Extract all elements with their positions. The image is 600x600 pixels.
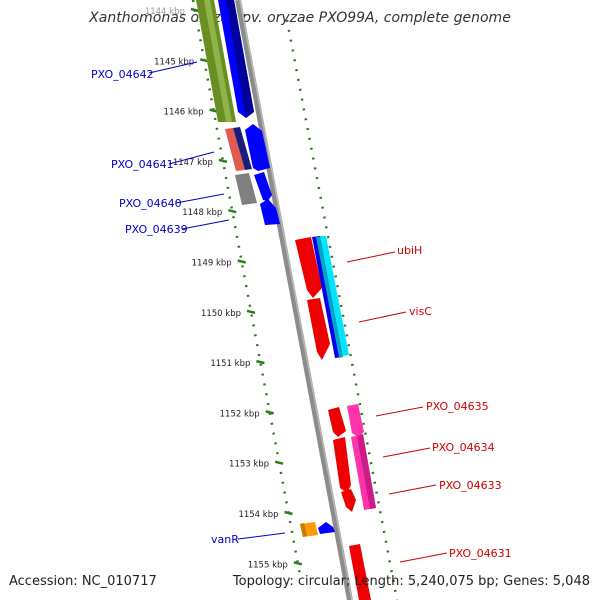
leader-pxo04640 [175, 193, 225, 204]
label-visc: visC [409, 305, 432, 318]
gene-pxo04631-red [349, 544, 371, 600]
gene-pxo04641-navy [233, 127, 252, 170]
kbp-tick-label: 1145 kbp [154, 57, 194, 67]
leader-pxo04633 [388, 484, 437, 495]
label-pxo04640: PXO_04640 [119, 197, 182, 210]
kbp-tick-mark [237, 259, 247, 264]
kbp-tick-label: 1149 kbp [192, 259, 232, 269]
label-pxo04634: PXO_04634 [432, 441, 495, 454]
kbp-tick-label: 1147 kbp [173, 158, 213, 168]
kbp-axis: 1144 kbp 1145 kbp 1146 kbp 1147 kbp 1148 kbp… [145, 7, 303, 570]
label-ubih: ubiH [397, 244, 422, 257]
kbp-tick-label: 1154 kbp [238, 510, 278, 520]
genome-backbone [235, 0, 353, 600]
leader-pxo04641 [168, 151, 215, 165]
label-pxo04635: PXO_04635 [426, 400, 489, 413]
gene-pxo04633-red [341, 489, 356, 512]
kbp-tick-mark [218, 158, 228, 164]
gene-ubih-darkcyan [316, 237, 343, 357]
gene-pxo04639 [260, 199, 280, 225]
kbp-tick-label: 1155 kbp [248, 560, 288, 570]
kbp-tick-label: 1146 kbp [164, 108, 204, 118]
leader-pxo04631 [399, 552, 448, 563]
gene-ubih-cyan [320, 236, 349, 356]
label-pxo04633: PXO_04633 [439, 479, 502, 492]
gene-ubih-red [295, 237, 322, 298]
gene-pxo04641 [245, 124, 270, 171]
kbp-tick-mark [265, 410, 275, 415]
gene-pxo04640 [254, 172, 272, 201]
kbp-tick-mark [246, 309, 256, 315]
label-vanr: vanR [211, 533, 239, 546]
gene-pxo04641-red [225, 128, 245, 171]
kbp-tick-label: 1151 kbp [210, 359, 250, 369]
kbp-tick-mark [256, 359, 265, 365]
gene-vanr-blue [318, 522, 335, 534]
leader-pxo04639 [181, 219, 230, 230]
leader-pxo04635 [375, 406, 424, 417]
label-pxo04639: PXO_04639 [125, 223, 188, 236]
leader-pxo04634 [382, 447, 431, 458]
gene-pxo04642-shade [226, 0, 254, 118]
right-leader-lines [346, 251, 448, 563]
kbp-tick-label: 1153 kbp [229, 460, 269, 470]
kbp-tick-mark [227, 208, 237, 214]
gene-pxo04634-pink-shade [357, 434, 376, 509]
left-leader-lines [148, 61, 286, 540]
kbp-tick-mark [284, 510, 293, 516]
gene-pxo04634-red [333, 437, 351, 493]
gene-pxo04635-pink [347, 404, 364, 437]
accession-text: Accession: NC_010717 [9, 574, 157, 589]
gene-olive-highlight [204, 0, 232, 122]
leader-visc [358, 311, 407, 323]
genome-title: Xanthomonas oryzae pv. oryzae PXO99A, co… [89, 10, 511, 26]
kbp-tick-label: 1144 kbp [145, 7, 185, 17]
leader-ubih [346, 251, 396, 263]
label-pxo04641: PXO_04641 [111, 158, 174, 171]
kbp-tick-mark [293, 561, 303, 566]
topology-text: Topology: circular; Length: 5,240,075 bp… [232, 574, 590, 589]
label-pxo04642: PXO_04642 [91, 68, 154, 81]
genome-backbone-highlight [239, 0, 353, 600]
gene-pxo04635-red [328, 407, 346, 437]
gene-pxo04640-grey [235, 173, 257, 205]
kbp-tick-label: 1148 kbp [182, 208, 222, 218]
label-pxo04631: PXO_04631 [449, 547, 512, 560]
leader-vanr [237, 532, 286, 540]
leader-pxo04642 [148, 61, 198, 74]
kbp-tick-mark [199, 58, 209, 63]
gene-vish-red [307, 298, 330, 360]
kbp-tick-label: 1152 kbp [220, 409, 260, 419]
gene-vanr-orange-shade [300, 523, 307, 537]
kbp-tick-mark [274, 460, 284, 465]
right-tick-track [285, 19, 399, 600]
kbp-tick-mark [190, 7, 200, 13]
kbp-tick-label: 1150 kbp [201, 309, 241, 319]
